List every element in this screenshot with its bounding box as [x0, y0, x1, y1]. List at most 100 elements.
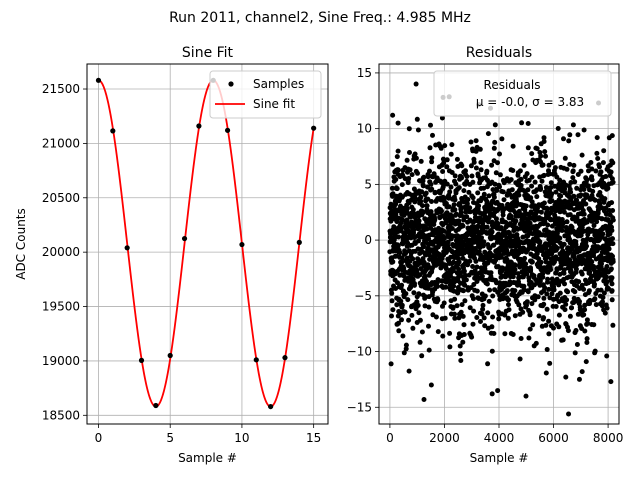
residual-point	[459, 175, 464, 181]
residual-point	[419, 329, 425, 335]
residual-point	[398, 226, 404, 232]
residual-point	[495, 388, 501, 394]
sample-point	[268, 403, 274, 410]
residual-point	[485, 131, 491, 137]
residual-point	[569, 305, 574, 311]
sine-fit-ytick-label: 19000	[42, 354, 80, 368]
residual-point	[476, 203, 482, 209]
residual-point	[529, 151, 535, 157]
residual-point	[563, 301, 569, 307]
residual-point	[568, 180, 574, 185]
residual-point	[547, 171, 553, 177]
residual-point	[576, 376, 582, 382]
residuals-legend-title: Residuals	[484, 78, 541, 92]
residual-point	[441, 228, 447, 234]
residuals-ytick-label: −15	[347, 400, 372, 414]
residual-point	[470, 296, 476, 302]
residual-point	[606, 246, 612, 252]
residual-point	[440, 333, 446, 339]
residual-point	[541, 295, 547, 301]
residual-point	[502, 312, 508, 318]
residual-point	[538, 153, 544, 159]
residual-point	[398, 298, 404, 304]
residual-point	[470, 179, 476, 185]
residual-point	[589, 177, 595, 183]
residual-point	[535, 294, 541, 300]
residual-point	[597, 190, 603, 195]
residual-point	[395, 313, 401, 319]
residual-point	[428, 209, 434, 215]
residual-point	[403, 291, 409, 297]
residual-point	[547, 360, 553, 366]
residual-point	[536, 313, 542, 319]
residual-point	[525, 145, 531, 151]
residual-point	[555, 126, 561, 131]
residual-point	[524, 299, 530, 305]
residual-point	[554, 245, 560, 251]
residual-point	[452, 207, 458, 213]
residual-point	[496, 316, 502, 322]
residual-point	[589, 259, 595, 265]
residual-point	[593, 168, 599, 174]
residual-point	[426, 323, 431, 329]
sample-point	[95, 77, 102, 83]
residual-point	[518, 176, 524, 182]
residuals-axes: Residuals 0 2000 4000 6000 8000 −15 −10 −5 0 5 10 1…	[347, 45, 624, 465]
residual-point	[591, 223, 597, 228]
residuals-ytick-label: −5	[354, 289, 372, 303]
residual-point	[492, 122, 498, 128]
sample-point	[224, 127, 231, 133]
residual-point	[518, 336, 524, 341]
residual-point	[561, 241, 567, 247]
residual-point	[546, 318, 552, 324]
residual-point	[417, 317, 423, 323]
residual-point	[427, 168, 432, 174]
residual-point	[527, 312, 533, 318]
residual-point	[473, 165, 479, 171]
residual-point	[579, 271, 585, 277]
residual-point	[474, 264, 480, 270]
residual-point	[412, 282, 417, 288]
residual-point	[458, 204, 464, 210]
residual-point	[582, 307, 588, 313]
residual-point	[521, 162, 527, 168]
residual-point	[603, 274, 609, 280]
residual-point	[529, 183, 535, 189]
residual-point	[604, 211, 609, 217]
residual-point	[577, 299, 582, 304]
residual-point	[480, 306, 486, 312]
residual-point	[585, 320, 591, 326]
residual-point	[388, 361, 394, 367]
residuals-ytick-label: 0	[364, 233, 372, 247]
residual-point	[450, 304, 456, 310]
residual-point	[424, 278, 429, 284]
residual-point	[609, 200, 615, 206]
sine-fit-axes: Sine Fit 0 5 10 15 18500 19000 19500 20000 20500…	[14, 45, 329, 465]
residual-point	[541, 301, 547, 307]
residual-point	[464, 174, 470, 179]
residual-point	[508, 177, 514, 183]
residual-point	[584, 192, 590, 198]
residual-point	[447, 189, 453, 195]
residual-point	[516, 302, 522, 308]
residual-point	[404, 217, 410, 223]
residual-point	[425, 196, 431, 202]
residual-point	[396, 328, 402, 334]
residual-point	[482, 213, 488, 219]
residual-point	[604, 305, 610, 311]
residual-point	[421, 396, 427, 402]
residual-point	[546, 331, 552, 337]
residual-point	[531, 273, 537, 279]
sample-point	[296, 239, 302, 245]
residual-point	[450, 249, 456, 255]
residual-point	[479, 273, 485, 279]
residuals-xtick-label: 0	[386, 431, 394, 445]
sine-fit-ytick-label: 20500	[42, 191, 80, 205]
sample-point	[196, 123, 202, 129]
residual-point	[461, 188, 467, 194]
residual-point	[402, 309, 408, 315]
residual-point	[485, 361, 491, 367]
residual-point	[581, 312, 587, 318]
residual-point	[489, 162, 495, 168]
residual-point	[510, 274, 516, 280]
